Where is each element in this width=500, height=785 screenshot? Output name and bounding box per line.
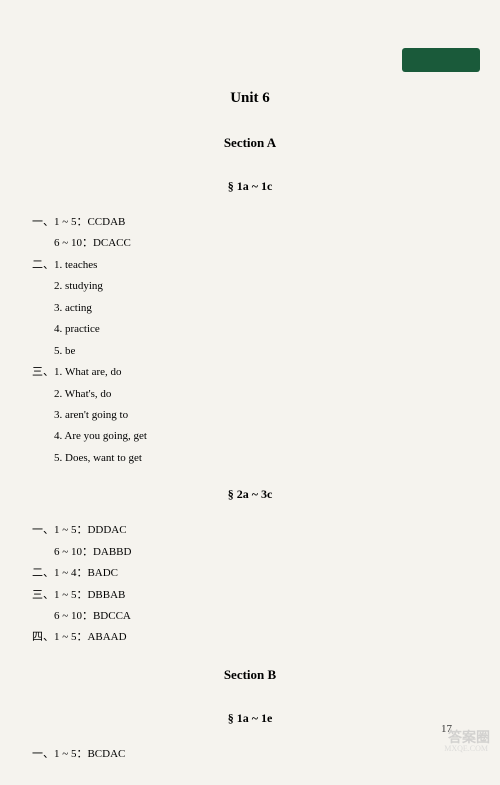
watermark-url: MXQE.COM [444, 744, 488, 753]
answer-prefix: 二、 [32, 259, 54, 271]
section-b-title: Section B [30, 667, 470, 683]
answer-prefix: 6 ~ 10： [54, 237, 93, 249]
answer-item: 1. What are, do [54, 366, 122, 378]
answer-group-1: 一、1 ~ 5：CCDAB [32, 212, 470, 233]
answer-prefix: 6 ~ 10： [54, 546, 93, 558]
subsection-2a3c-title: § 2a ~ 3c [30, 487, 470, 502]
answer-item: 1. teaches [54, 259, 97, 271]
answer-value: DDDAC [87, 524, 126, 536]
answer-group-3: 三、1. What are, do [32, 362, 470, 383]
answer-group-1b-cont: 6 ~ 10：DABBD [54, 542, 470, 563]
answer-value: BCDAC [87, 748, 125, 760]
answer-prefix: 一、1 ~ 5： [32, 216, 87, 228]
answer-value: CCDAB [87, 216, 125, 228]
answer-group-3b: 三、1 ~ 5：DBBAB [32, 585, 470, 606]
answer-prefix: 一、1 ~ 5： [32, 524, 87, 536]
answer-group-1b: 一、1 ~ 5：DDDAC [32, 520, 470, 541]
answer-prefix: 三、1 ~ 5： [32, 589, 87, 601]
answer-group-4b: 四、1 ~ 5：ABAAD [32, 627, 470, 648]
answer-prefix: 一、1 ~ 5： [32, 748, 87, 760]
answer-prefix: 四、1 ~ 5： [32, 631, 87, 643]
answer-item: 4. practice [54, 319, 470, 340]
answer-item: 3. aren't going to [54, 405, 470, 426]
answer-value: DCACC [93, 237, 131, 249]
answer-value: BADC [87, 567, 118, 579]
answer-group-3b-cont: 6 ~ 10：BDCCA [54, 606, 470, 627]
answer-value: BDCCA [93, 610, 131, 622]
answer-prefix: 三、 [32, 366, 54, 378]
answer-item: 3. acting [54, 298, 470, 319]
answer-value: ABAAD [87, 631, 126, 643]
answer-item: 5. Does, want to get [54, 448, 470, 469]
answer-value: DABBD [93, 546, 132, 558]
answer-prefix: 6 ~ 10： [54, 610, 93, 622]
subsection-1a1c-title: § 1a ~ 1c [30, 179, 470, 194]
answer-value: DBBAB [87, 589, 125, 601]
answer-item: 5. be [54, 341, 470, 362]
answer-group-2b: 二、1 ~ 4：BADC [32, 563, 470, 584]
subsection-1a1e-title: § 1a ~ 1e [30, 711, 470, 726]
answer-item: 2. studying [54, 276, 470, 297]
answer-item: 4. Are you going, get [54, 426, 470, 447]
answer-group-2: 二、1. teaches [32, 255, 470, 276]
page-tab [402, 48, 480, 72]
unit-title: Unit 6 [30, 90, 470, 107]
section-a-title: Section A [30, 135, 470, 151]
page-content: Unit 6 Section A § 1a ~ 1c 一、1 ~ 5：CCDAB… [0, 0, 500, 785]
answer-group-1-cont: 6 ~ 10：DCACC [54, 233, 470, 254]
answer-item: 2. What's, do [54, 384, 470, 405]
answer-prefix: 二、1 ~ 4： [32, 567, 87, 579]
